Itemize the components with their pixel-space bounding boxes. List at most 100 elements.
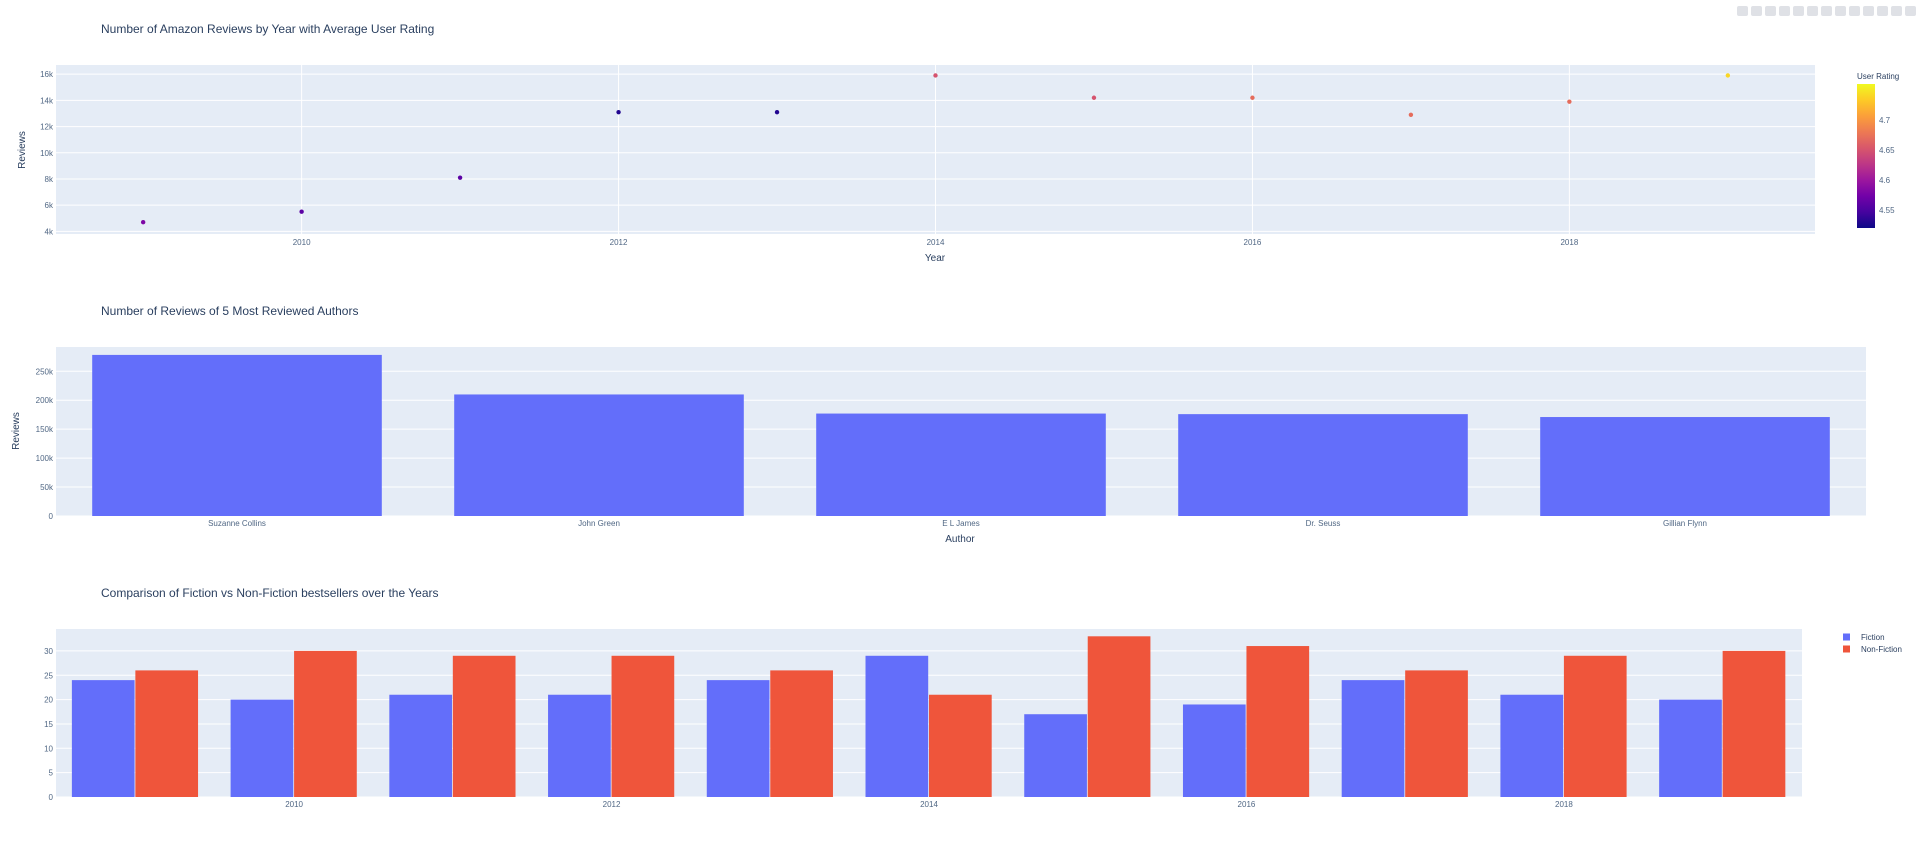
bar [92, 354, 382, 516]
bar-non-fiction [1722, 650, 1786, 797]
x-axis-label: Author [945, 534, 975, 545]
zoom-icon[interactable] [1751, 6, 1762, 16]
bar [1540, 417, 1830, 516]
colorbar-tick-label: 4.7 [1879, 116, 1891, 125]
x-tick-label: 2010 [293, 238, 311, 247]
colorbar-gradient [1857, 84, 1875, 228]
y-tick-label: 50k [40, 483, 54, 492]
y-tick-label: 0 [49, 512, 54, 521]
bar-non-fiction [452, 655, 516, 797]
y-tick-label: 10 [44, 744, 53, 753]
scatter-point [1250, 95, 1255, 100]
y-tick-label: 6k [45, 201, 54, 210]
y-axis-label: Reviews [11, 412, 22, 450]
scatter-points [140, 73, 1731, 225]
y-tick-label: 12k [40, 123, 54, 132]
y-tick-label: 200k [36, 396, 54, 405]
x-tick-label: 2010 [285, 800, 303, 809]
bar-fiction [1500, 694, 1564, 797]
camera-icon[interactable] [1737, 6, 1748, 16]
x-tick-label: 2016 [1244, 238, 1262, 247]
colorbar-tick-label: 4.6 [1879, 176, 1891, 185]
scatter-chart-reviews-by-year: Number of Amazon Reviews by Year with Av… [17, 22, 1899, 264]
legend-swatch[interactable] [1843, 633, 1850, 641]
x-axis-label: Year [925, 253, 946, 264]
x-tick-label: 2018 [1560, 238, 1578, 247]
scatter-point [1725, 73, 1731, 78]
bar [454, 394, 744, 516]
gridlines [56, 65, 1815, 234]
x-tick-label: 2018 [1555, 800, 1573, 809]
x-tick-label: Suzanne Collins [208, 519, 266, 528]
x-tick-label: 2016 [1238, 800, 1256, 809]
colorbar-title: User Rating [1857, 72, 1899, 81]
scatter-point [299, 209, 304, 214]
y-tick-label: 16k [40, 70, 54, 79]
scatter-point [616, 109, 621, 115]
bar-fiction [1182, 704, 1246, 797]
colorbar-ticks: 4.55 4.6 4.65 4.7 [1879, 116, 1895, 215]
bar-non-fiction [294, 650, 357, 797]
grouped-bar-chart-fiction-vs-nonfiction: Comparison of Fiction vs Non-Fiction bes… [44, 586, 1902, 809]
legend: Fiction Non-Fiction [1843, 633, 1902, 654]
bar-fiction [389, 694, 453, 797]
x-tick-labels: 2010 2012 2014 2016 2018 [293, 238, 1579, 247]
bars [71, 636, 1786, 797]
lasso-select-icon[interactable] [1793, 6, 1804, 16]
y-tick-label: 150k [36, 425, 54, 434]
bar-fiction [71, 680, 135, 797]
bar-non-fiction [611, 655, 675, 797]
legend-label[interactable]: Fiction [1861, 633, 1885, 642]
x-tick-label: John Green [578, 519, 620, 528]
legend-swatch[interactable] [1843, 645, 1850, 653]
colorbar-tick-label: 4.55 [1879, 206, 1895, 215]
chart-title: Comparison of Fiction vs Non-Fiction bes… [101, 586, 438, 600]
y-tick-label: 0 [49, 793, 54, 802]
chart-modebar [1700, 4, 1916, 18]
bar [816, 413, 1106, 516]
autoscale-icon[interactable] [1835, 6, 1846, 16]
bar-fiction [1341, 680, 1405, 797]
bar-non-fiction [1563, 655, 1627, 797]
bar-non-fiction [1405, 670, 1468, 797]
pan-icon[interactable] [1765, 6, 1776, 16]
bar [1178, 414, 1468, 516]
colorbar-tick-label: 4.65 [1879, 146, 1895, 155]
x-tick-label: 2014 [920, 800, 938, 809]
y-tick-labels: 0 50k 100k 150k 200k 250k [36, 367, 54, 521]
scatter-point [1567, 99, 1572, 104]
zoom-in-icon[interactable] [1807, 6, 1818, 16]
hover-compare-icon[interactable] [1891, 6, 1902, 16]
zoom-out-icon[interactable] [1821, 6, 1832, 16]
x-tick-label: 2012 [610, 238, 628, 247]
scatter-point [774, 109, 780, 115]
y-tick-label: 8k [45, 175, 54, 184]
bar-non-fiction [770, 670, 833, 797]
legend-label[interactable]: Non-Fiction [1861, 645, 1902, 654]
bar-fiction [230, 699, 294, 797]
bar-fiction [1659, 699, 1722, 797]
x-tick-label: E L James [942, 519, 980, 528]
box-select-icon[interactable] [1779, 6, 1790, 16]
hover-closest-icon[interactable] [1877, 6, 1888, 16]
bars [92, 354, 1830, 516]
bar-fiction [865, 655, 929, 797]
y-tick-label: 5 [49, 769, 54, 778]
y-tick-label: 25 [44, 671, 53, 680]
y-tick-labels: 0 5 10 15 20 25 30 [44, 647, 53, 802]
plotly-logo-icon[interactable] [1905, 6, 1916, 16]
y-tick-label: 4k [45, 227, 54, 236]
x-tick-label: Gillian Flynn [1663, 519, 1707, 528]
chart-title: Number of Reviews of 5 Most Reviewed Aut… [101, 304, 358, 318]
scatter-point [1091, 95, 1097, 100]
bar-fiction [548, 694, 611, 797]
y-tick-label: 20 [44, 696, 53, 705]
reset-axes-icon[interactable] [1849, 6, 1860, 16]
y-tick-label: 15 [44, 720, 53, 729]
y-tick-label: 30 [44, 647, 53, 656]
y-tick-label: 100k [36, 454, 54, 463]
bar-non-fiction [1246, 646, 1310, 797]
bar-non-fiction [1087, 636, 1151, 797]
spike-lines-icon[interactable] [1863, 6, 1874, 16]
